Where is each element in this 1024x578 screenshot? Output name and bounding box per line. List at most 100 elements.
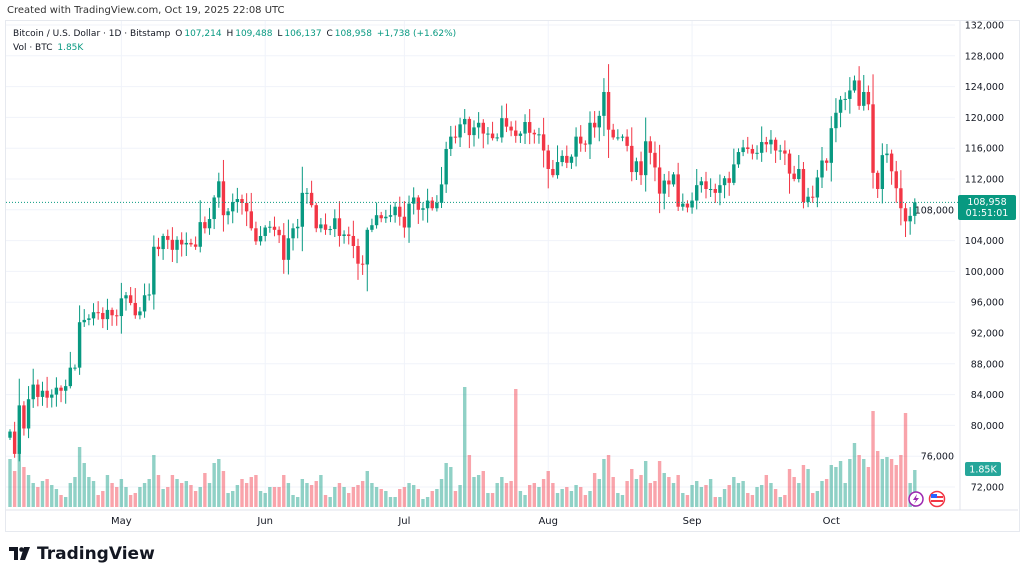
volume-bar bbox=[291, 495, 295, 507]
candle-body bbox=[277, 229, 281, 236]
volume-bar bbox=[504, 483, 509, 507]
us-flag-icon[interactable] bbox=[928, 490, 946, 508]
candle-body bbox=[908, 215, 912, 222]
volume-bar bbox=[611, 477, 615, 507]
candle-body bbox=[546, 150, 550, 169]
candle-body bbox=[806, 196, 810, 203]
candle-body bbox=[866, 91, 871, 105]
candle-body bbox=[351, 235, 356, 246]
volume-bar bbox=[574, 485, 578, 507]
candle-body bbox=[198, 222, 202, 247]
candle-body bbox=[356, 245, 360, 264]
candle-body bbox=[852, 80, 857, 91]
volume-bar bbox=[755, 487, 759, 507]
flash-icon[interactable] bbox=[908, 491, 924, 507]
candle-body bbox=[523, 122, 527, 134]
candle-body bbox=[147, 294, 151, 296]
y-tick-label: 96,000 bbox=[971, 298, 1004, 309]
candle-body bbox=[815, 177, 820, 198]
volume-bar bbox=[393, 497, 397, 507]
volume-bar bbox=[351, 487, 356, 507]
candle-body bbox=[105, 309, 110, 320]
volume-value: 1.85K bbox=[57, 43, 84, 53]
volume-bar bbox=[82, 463, 86, 507]
candle-body bbox=[402, 216, 407, 228]
volume-bar bbox=[110, 483, 114, 507]
candle-body bbox=[258, 235, 263, 242]
price-axis: 132,000 128,000 124,000 120,000 116,000 112,0… bbox=[915, 21, 1004, 510]
candle-body bbox=[662, 180, 666, 194]
volume-bar bbox=[857, 455, 861, 507]
volume-bar bbox=[500, 477, 504, 507]
candle-body bbox=[221, 181, 226, 216]
candle-body bbox=[300, 192, 305, 227]
candle-body bbox=[722, 178, 727, 186]
volume-bar bbox=[695, 481, 699, 507]
volume-bar bbox=[662, 473, 666, 507]
volume-bar bbox=[671, 483, 676, 507]
y-tick-label: 100,000 bbox=[965, 267, 1004, 278]
volume-bar bbox=[249, 477, 253, 507]
volume-bar bbox=[221, 471, 226, 507]
candle-body bbox=[12, 431, 17, 454]
candle-body bbox=[337, 218, 342, 236]
volume-bar bbox=[597, 479, 601, 507]
candle-body bbox=[314, 205, 318, 229]
volume-bar bbox=[722, 489, 727, 507]
volume-bar bbox=[430, 491, 434, 507]
open-label: O bbox=[175, 29, 183, 39]
candle-body bbox=[630, 145, 634, 173]
brand-name: TradingView bbox=[37, 544, 155, 564]
candle-body bbox=[699, 181, 704, 186]
volume-label[interactable]: Vol · BTC bbox=[13, 43, 53, 53]
volume-badge-text: 1.85K bbox=[969, 465, 997, 476]
candle-body bbox=[732, 164, 736, 183]
candle-body bbox=[50, 394, 54, 398]
volume-bar bbox=[472, 477, 476, 507]
volume-bar bbox=[555, 493, 560, 507]
candle-body bbox=[871, 104, 875, 173]
volume-bar bbox=[532, 483, 537, 507]
volume-bar bbox=[616, 493, 620, 507]
candle-body bbox=[193, 244, 198, 247]
volume-bar bbox=[425, 497, 430, 507]
candle-body bbox=[388, 215, 393, 217]
volume-bar bbox=[453, 491, 458, 507]
candle-body bbox=[783, 150, 787, 154]
legend-volume-row: Vol · BTC 1.85K bbox=[13, 41, 458, 55]
volume-bar bbox=[704, 485, 708, 507]
volume-bar bbox=[875, 451, 880, 507]
candle-body bbox=[342, 234, 346, 236]
volume-bar bbox=[286, 483, 291, 507]
candle-body bbox=[45, 390, 49, 398]
volume-bar bbox=[783, 495, 787, 507]
candle-body bbox=[514, 130, 518, 136]
volume-bar bbox=[105, 475, 110, 507]
volume-bar bbox=[416, 489, 421, 507]
candle-body bbox=[565, 155, 569, 163]
candle-body bbox=[17, 405, 21, 454]
volume-bar bbox=[834, 467, 838, 507]
volume-bar bbox=[829, 465, 833, 507]
candle-body bbox=[295, 226, 300, 229]
symbol-description[interactable]: Bitcoin / U.S. Dollar · 1D · Bitstamp bbox=[13, 29, 171, 39]
candle-body bbox=[128, 295, 133, 303]
volume-bar bbox=[797, 483, 801, 507]
candle-body bbox=[333, 218, 337, 230]
volume-bar bbox=[620, 495, 625, 507]
volume-bar bbox=[894, 465, 898, 507]
candle-body bbox=[495, 137, 499, 139]
volume-bar bbox=[518, 491, 523, 507]
candle-body bbox=[328, 229, 332, 231]
volume-bar bbox=[50, 485, 54, 507]
volume-bar bbox=[226, 493, 230, 507]
volume-bar bbox=[630, 469, 634, 507]
y-tick-label: 112,000 bbox=[965, 175, 1004, 186]
candle-body bbox=[59, 387, 63, 391]
candle-body bbox=[504, 118, 509, 127]
candle-body bbox=[797, 168, 801, 179]
tradingview-logo[interactable]: TradingView bbox=[9, 544, 155, 564]
volume-bar bbox=[314, 481, 318, 507]
candle-body bbox=[365, 229, 369, 265]
